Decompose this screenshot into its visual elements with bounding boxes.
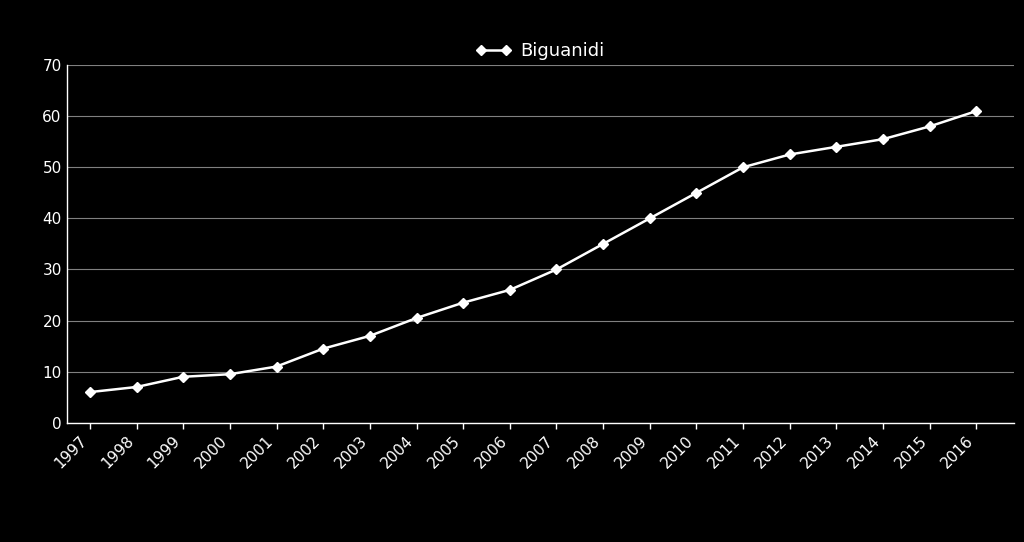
Biguanidi	[270, 363, 283, 370]
Biguanidi	[971, 108, 983, 114]
Biguanidi	[550, 266, 562, 273]
Line: Biguanidi: Biguanidi	[86, 107, 980, 396]
Biguanidi	[644, 215, 656, 222]
Biguanidi	[223, 371, 236, 377]
Biguanidi	[364, 333, 376, 339]
Biguanidi	[690, 190, 702, 196]
Biguanidi	[737, 164, 750, 171]
Biguanidi	[877, 136, 889, 143]
Biguanidi	[177, 373, 189, 380]
Biguanidi	[130, 384, 142, 390]
Biguanidi	[411, 315, 423, 321]
Biguanidi	[84, 389, 96, 395]
Biguanidi	[457, 299, 469, 306]
Biguanidi	[504, 287, 516, 293]
Legend: Biguanidi: Biguanidi	[468, 35, 612, 67]
Biguanidi	[830, 144, 843, 150]
Biguanidi	[924, 123, 936, 130]
Biguanidi	[317, 345, 330, 352]
Biguanidi	[597, 241, 609, 247]
Biguanidi	[783, 151, 796, 158]
